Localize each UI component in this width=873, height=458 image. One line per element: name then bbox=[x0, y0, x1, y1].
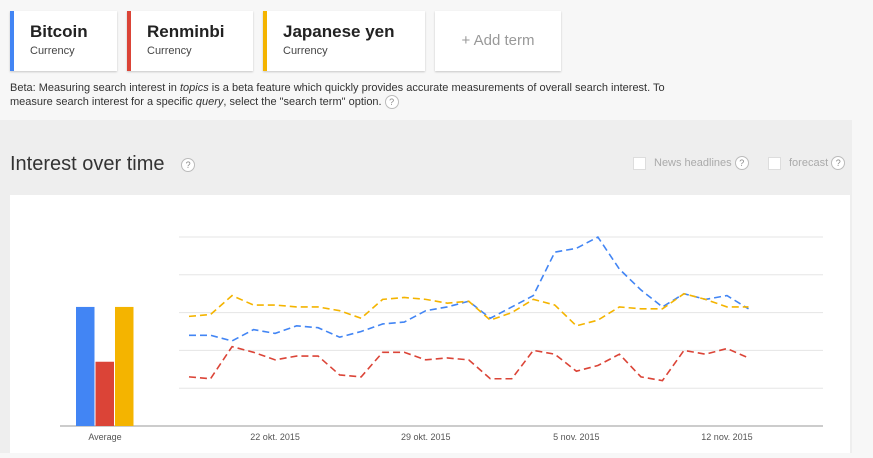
note-text: is a beta feature which quickly provides… bbox=[10, 82, 665, 108]
x-tick-label: 12 nov. 2015 bbox=[701, 432, 752, 442]
series-line bbox=[189, 235, 749, 342]
note-text: query bbox=[195, 96, 224, 108]
note-text: , select the "search term" option. bbox=[223, 96, 382, 108]
term-name: Japanese yen bbox=[283, 22, 395, 41]
x-tick-label: 29 okt. 2015 bbox=[401, 432, 451, 442]
option-label: forecast bbox=[789, 156, 829, 169]
note-text: Beta: Measuring search interest in bbox=[10, 82, 180, 94]
help-icon[interactable]: ? bbox=[384, 95, 399, 110]
x-tick-label: 5 nov. 2015 bbox=[553, 432, 599, 442]
term-kind: Currency bbox=[147, 45, 192, 57]
series-line bbox=[188, 345, 749, 382]
help-icon[interactable]: ? bbox=[181, 157, 196, 172]
term-name: Bitcoin bbox=[30, 22, 88, 41]
term-card[interactable]: Japanese yen Currency bbox=[263, 11, 425, 71]
note-text: topics bbox=[179, 82, 209, 94]
x-tick-label: 22 okt. 2015 bbox=[250, 432, 300, 442]
section-title: Interest over time ? bbox=[10, 153, 196, 176]
help-icon[interactable]: ? bbox=[831, 156, 846, 170]
average-label: Average bbox=[88, 432, 121, 442]
option[interactable]: forecast ? bbox=[768, 156, 846, 170]
average-bar bbox=[115, 306, 134, 426]
term-name: Renminbi bbox=[147, 22, 225, 41]
checkbox[interactable] bbox=[633, 156, 646, 170]
beta-note: Beta: Measuring search interest in topic… bbox=[10, 81, 680, 110]
title-text: Interest over time bbox=[10, 153, 165, 175]
average-bar bbox=[95, 361, 114, 426]
term-kind: Currency bbox=[30, 45, 75, 57]
option-label: News headlines bbox=[654, 156, 732, 169]
series-line bbox=[188, 292, 749, 327]
add-term[interactable]: + Add term bbox=[435, 11, 561, 71]
term-card[interactable]: Renminbi Currency bbox=[127, 11, 253, 71]
chart: 22 okt. 2015 29 okt. 2015 5 nov. 2015 12 no… bbox=[60, 235, 823, 442]
chart-panel: 22 okt. 2015 29 okt. 2015 5 nov. 2015 12 no… bbox=[10, 195, 850, 453]
term-card[interactable]: Bitcoin Currency bbox=[10, 11, 117, 71]
checkbox[interactable] bbox=[768, 156, 781, 170]
average-bar bbox=[76, 306, 95, 426]
option[interactable]: News headlines ? bbox=[633, 156, 749, 170]
term-kind: Currency bbox=[283, 45, 328, 57]
help-icon[interactable]: ? bbox=[734, 156, 749, 170]
